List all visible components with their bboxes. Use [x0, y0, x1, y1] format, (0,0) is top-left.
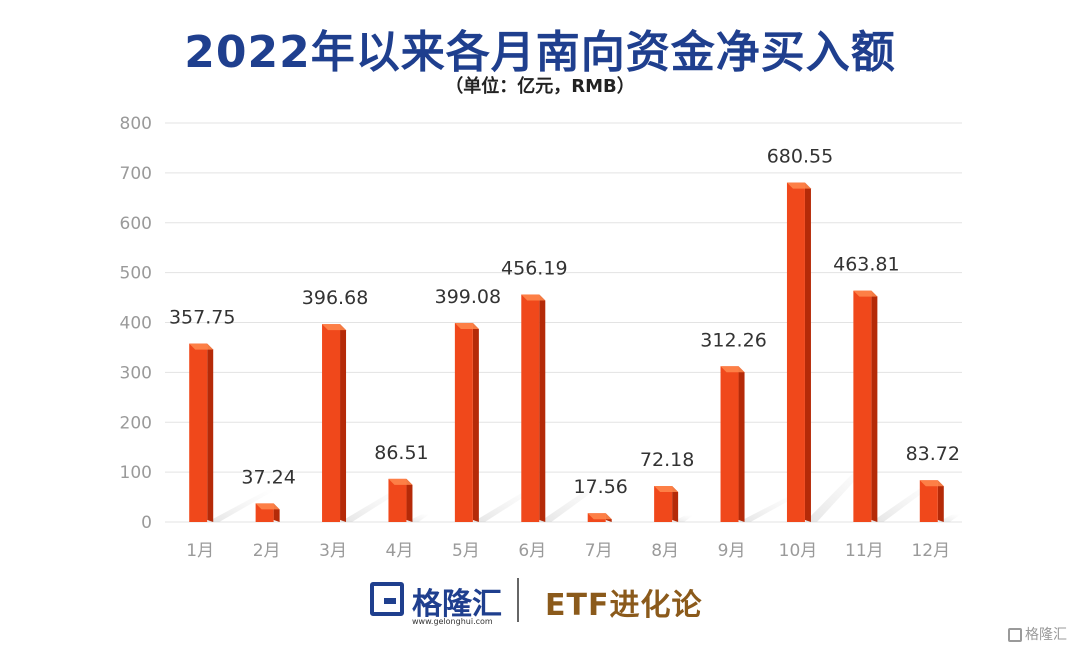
- bar-side: [738, 366, 745, 522]
- bar-top: [322, 324, 347, 331]
- data-label: 456.19: [501, 257, 567, 279]
- bar: [189, 343, 208, 522]
- watermark-text: 格隆汇: [1025, 627, 1067, 643]
- x-tick-label: 4月: [386, 541, 414, 561]
- gelonghui-logo-icon: [370, 582, 404, 616]
- bar-side: [937, 480, 944, 522]
- bar: [919, 480, 938, 522]
- data-label: 463.81: [833, 254, 899, 276]
- bar-top: [388, 478, 413, 485]
- bar: [454, 322, 473, 522]
- bar-top: [786, 182, 811, 189]
- bar-side: [672, 486, 679, 522]
- logo-text: 格隆汇: [412, 587, 502, 622]
- data-label: 83.72: [906, 443, 960, 465]
- x-tick-label: 12月: [911, 541, 950, 561]
- y-tick-label: 100: [120, 463, 152, 483]
- x-tick-label: 9月: [718, 541, 746, 561]
- bar-top: [587, 513, 612, 520]
- brand-text: ETF进化论: [545, 588, 703, 623]
- data-label: 357.75: [169, 307, 235, 329]
- bar: [322, 324, 341, 522]
- y-tick-label: 200: [120, 413, 152, 433]
- y-tick-label: 300: [120, 363, 152, 383]
- data-label: 396.68: [302, 287, 368, 309]
- x-tick-label: 10月: [779, 541, 818, 561]
- bar: [654, 486, 673, 522]
- bar: [521, 294, 540, 522]
- x-tick-label: 2月: [253, 541, 281, 561]
- y-tick-label: 500: [120, 264, 152, 284]
- footer: 格隆汇 www.gelonghui.com ETF进化论: [0, 574, 1080, 628]
- bar: [853, 290, 872, 522]
- bar-shadow: [207, 489, 276, 522]
- data-label: 72.18: [640, 449, 694, 471]
- watermark: 格隆汇: [1008, 624, 1067, 644]
- bar-top: [654, 486, 679, 493]
- bar-top: [919, 480, 944, 487]
- bar-top: [255, 503, 280, 510]
- chart-subtitle: （单位：亿元，RMB）: [445, 76, 635, 97]
- x-tick-label: 6月: [518, 541, 546, 561]
- bar: [720, 366, 739, 522]
- chart-title: 2022年以来各月南向资金净买入额: [184, 27, 896, 78]
- bar-side: [340, 324, 347, 522]
- data-label: 312.26: [700, 329, 766, 351]
- data-label: 17.56: [574, 476, 628, 498]
- watermark-logo-icon: [1008, 628, 1022, 642]
- bar: [786, 182, 805, 522]
- bar-top: [521, 294, 546, 301]
- bar-side: [871, 290, 878, 522]
- bar: [388, 478, 407, 522]
- bar-top: [189, 343, 214, 350]
- y-tick-label: 400: [120, 314, 152, 334]
- bar-top: [454, 322, 479, 329]
- bar-side: [539, 294, 546, 522]
- data-label: 86.51: [374, 442, 428, 464]
- x-tick-label: 11月: [845, 541, 884, 561]
- y-tick-label: 700: [120, 164, 152, 184]
- bar-side: [406, 478, 413, 522]
- logo-url: www.gelonghui.com: [412, 617, 493, 626]
- x-tick-label: 7月: [585, 541, 613, 561]
- x-tick-label: 3月: [319, 541, 347, 561]
- data-label: 399.08: [435, 286, 501, 308]
- x-tick-label: 1月: [186, 541, 214, 561]
- x-tick-label: 8月: [651, 541, 679, 561]
- y-tick-label: 800: [120, 114, 152, 134]
- bar-side: [472, 322, 479, 522]
- bar-top: [720, 366, 745, 373]
- bar-shadow: [539, 481, 608, 522]
- bar-side: [804, 182, 811, 522]
- bar-side: [207, 343, 214, 522]
- x-tick-label: 5月: [452, 541, 480, 561]
- data-label: 37.24: [241, 466, 295, 488]
- bar-shadow: [738, 493, 802, 522]
- y-tick-label: 0: [141, 513, 152, 533]
- data-label: 680.55: [767, 146, 833, 168]
- bar-top: [853, 290, 878, 297]
- y-tick-label: 600: [120, 214, 152, 234]
- footer-divider: [517, 578, 519, 622]
